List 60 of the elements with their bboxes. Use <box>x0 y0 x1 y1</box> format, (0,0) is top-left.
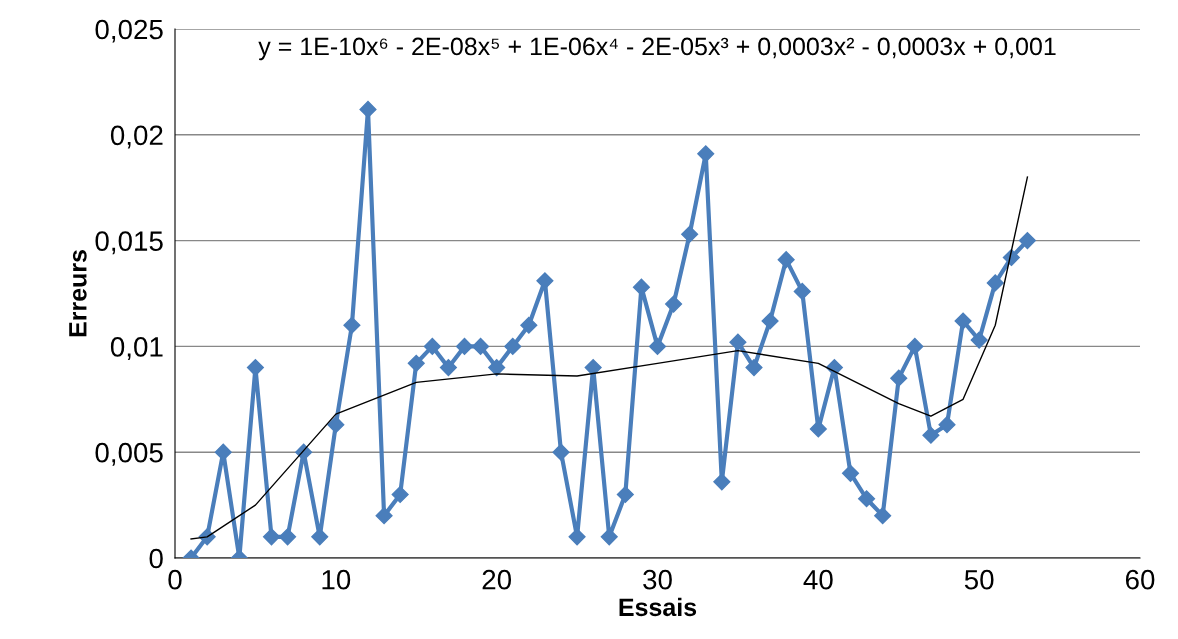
point <box>600 528 618 546</box>
point <box>455 337 474 355</box>
y-tick-label: 0,025 <box>95 19 163 43</box>
point <box>665 295 683 313</box>
point <box>1018 232 1036 250</box>
point <box>536 272 554 290</box>
point <box>375 507 393 525</box>
point <box>632 278 650 296</box>
point <box>552 443 570 461</box>
point <box>922 426 940 444</box>
point <box>954 312 972 330</box>
point <box>841 464 860 482</box>
x-tick-label: 60 <box>1125 569 1155 590</box>
point <box>745 359 763 377</box>
point <box>970 331 988 349</box>
point <box>938 416 956 434</box>
point <box>874 507 892 525</box>
y-tick-label: 0 <box>149 548 163 569</box>
point <box>343 316 361 334</box>
point <box>423 337 441 355</box>
point <box>793 282 811 300</box>
point <box>697 145 715 163</box>
y-tick-label: 0,005 <box>95 442 163 466</box>
point <box>681 225 699 243</box>
point <box>729 333 747 351</box>
point <box>327 416 345 434</box>
point <box>472 337 490 355</box>
x-tick-label: 50 <box>964 569 994 590</box>
point <box>890 369 908 387</box>
y-tick-label: 0,02 <box>110 125 163 149</box>
point <box>407 354 425 372</box>
point <box>713 473 731 491</box>
point <box>761 312 779 330</box>
point <box>986 274 1004 292</box>
y-axis-title: Erreurs <box>69 250 87 337</box>
point <box>359 100 377 118</box>
annotation: y = 1E-10x⁶ - 2E-08x⁵ + 1E-06x⁴ - 2E-05x³ + 0,0003x² - 0,0003x + 0,001 <box>258 37 1056 61</box>
point <box>279 528 297 546</box>
point <box>439 359 457 377</box>
point <box>648 337 667 355</box>
x-tick-label: 40 <box>803 569 833 590</box>
point <box>568 528 586 546</box>
x-tick-label: 30 <box>643 569 672 590</box>
point <box>858 490 876 508</box>
point <box>504 337 522 355</box>
point <box>906 337 924 355</box>
point <box>809 420 827 438</box>
y-tick-label: 0,01 <box>110 337 163 361</box>
x-tick-label: 10 <box>322 569 351 590</box>
point <box>616 485 634 504</box>
x-tick-label: 20 <box>482 569 512 590</box>
point <box>777 251 795 269</box>
point <box>520 316 538 334</box>
y-tick-label: 0,015 <box>95 231 163 255</box>
x-tick-label: 0 <box>168 569 182 590</box>
point <box>391 485 409 504</box>
x-axis-title: Essais <box>619 597 697 617</box>
point <box>262 528 281 546</box>
point <box>311 528 329 546</box>
point <box>488 359 506 377</box>
